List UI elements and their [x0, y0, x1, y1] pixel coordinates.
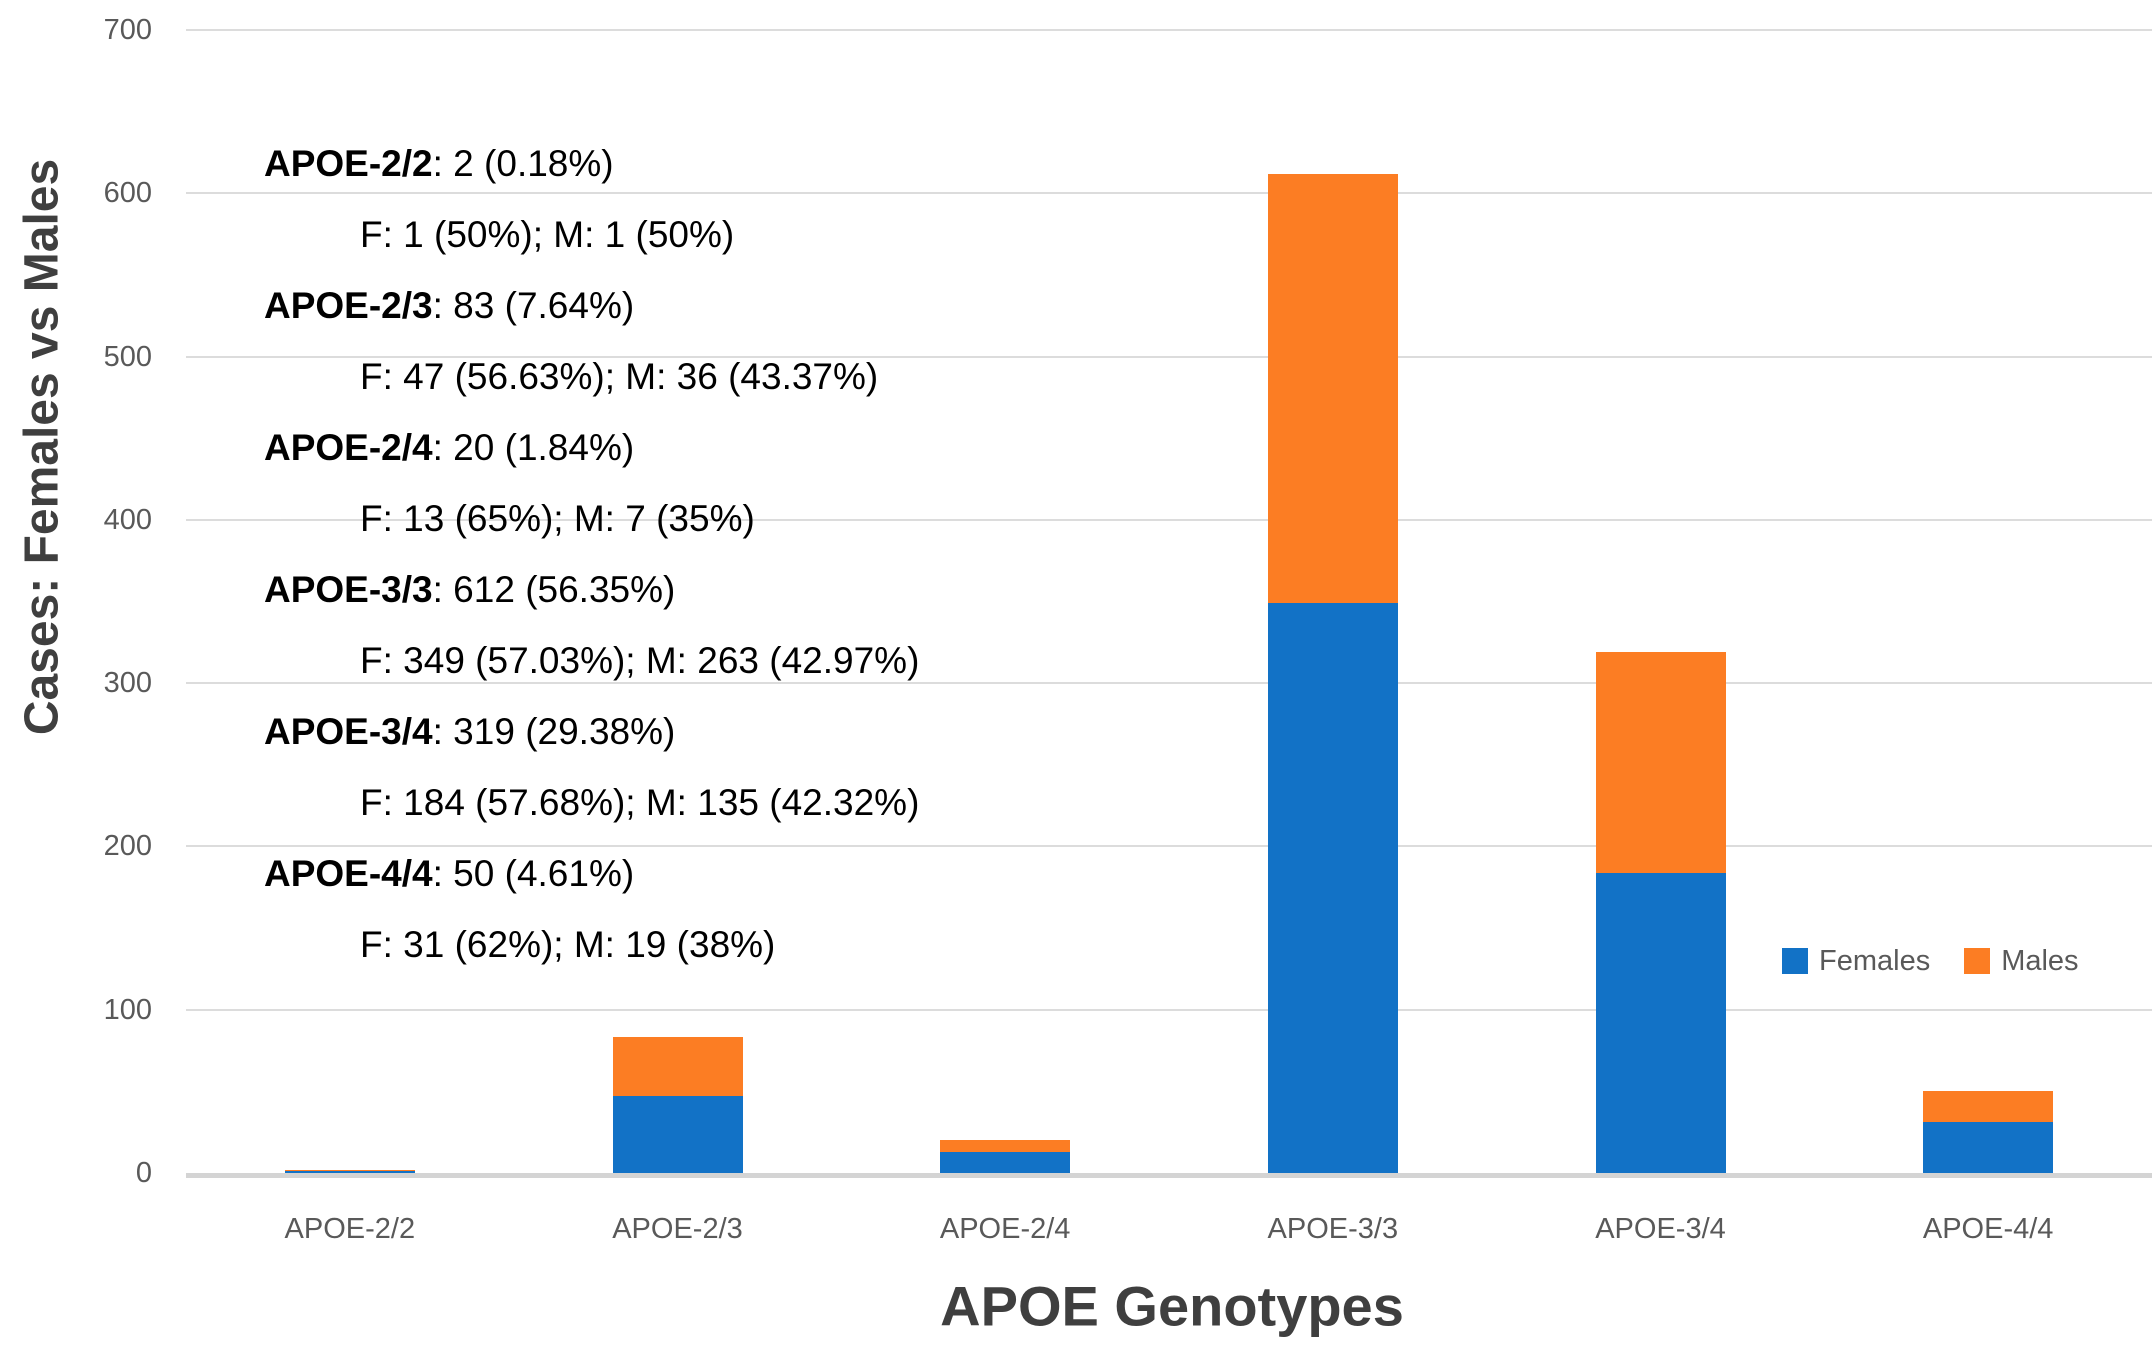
annotation-summary-line: APOE-4/4: 50 (4.61%) [264, 838, 919, 909]
annotation-summary-text: : 83 (7.64%) [432, 285, 635, 326]
y-tick-label-100: 100 [103, 993, 152, 1026]
x-tick-label-APOE-2/2: APOE-2/2 [284, 1213, 416, 1245]
annotation-genotype-label: APOE-2/2 [264, 143, 433, 184]
females-bar-segment-APOE-2/3 [612, 1096, 743, 1173]
y-tick-label-300: 300 [103, 667, 152, 700]
y-tick-label-400: 400 [103, 503, 152, 536]
legend-label-males: Males [2001, 945, 2079, 977]
y-tick-label-500: 500 [103, 340, 152, 373]
annotation-detail-line: F: 31 (62%); M: 19 (38%) [360, 924, 776, 965]
annotation-summary-line: APOE-3/4: 319 (29.38%) [264, 696, 919, 767]
annotation-summary-line: APOE-3/3: 612 (56.35%) [264, 554, 919, 625]
females-bar-segment-APOE-3/4 [1595, 872, 1726, 1173]
annotation-detail-line: F: 349 (57.03%); M: 263 (42.97%) [360, 640, 920, 681]
legend-label-females: Females [1819, 945, 1931, 977]
x-tick-label-APOE-2/4: APOE-2/4 [939, 1213, 1071, 1245]
legend-item-males: Males [1964, 944, 2079, 978]
annotation-genotype-label: APOE-2/4 [264, 427, 433, 468]
annotation-summary-line: APOE-2/3: 83 (7.64%) [264, 270, 919, 341]
x-tick-label-APOE-4/4: APOE-4/4 [1922, 1213, 2054, 1245]
annotation-detail-line: F: 184 (57.68%); M: 135 (42.32%) [360, 782, 920, 823]
females-bar-segment-APOE-2/2 [284, 1171, 415, 1173]
annotation-detail-line: F: 47 (56.63%); M: 36 (43.37%) [360, 356, 879, 397]
x-tick-label-APOE-3/4: APOE-3/4 [1595, 1213, 1726, 1245]
gridline-600 [186, 192, 2152, 195]
annotation-summary-text: : 50 (4.61%) [432, 853, 635, 894]
gridline-100 [186, 1008, 2152, 1011]
males-bar-segment-APOE-3/4 [1595, 652, 1726, 873]
females-bar-segment-APOE-4/4 [1923, 1122, 2054, 1173]
annotation-genotype-label: APOE-3/4 [264, 711, 433, 752]
annotation-block: APOE-2/2: 2 (0.18%) F: 1 (50%); M: 1 (50%… [264, 128, 919, 980]
annotation-summary-text: : 612 (56.35%) [432, 569, 676, 610]
annotation-genotype-label: APOE-3/3 [264, 569, 433, 610]
y-tick-label-200: 200 [103, 830, 152, 863]
annotation-summary-text: : 319 (29.38%) [432, 711, 676, 752]
gridline-500 [186, 355, 2152, 358]
females-bar-segment-APOE-2/4 [940, 1151, 1071, 1173]
y-tick-label-700: 700 [103, 14, 152, 46]
legend-swatch-females-icon [1782, 948, 1808, 974]
y-axis-title: Cases: Females vs Males [15, 158, 69, 736]
annotation-summary-text: : 2 (0.18%) [432, 143, 614, 184]
males-bar-segment-APOE-2/2 [284, 1169, 415, 1172]
annotation-summary-line: APOE-2/2: 2 (0.18%) [264, 128, 919, 199]
annotation-detail-line: F: 13 (65%); M: 7 (35%) [360, 498, 755, 539]
gridline-400 [186, 518, 2152, 521]
y-tick-label-600: 600 [103, 177, 152, 210]
annotation-detail-line: F: 1 (50%); M: 1 (50%) [360, 214, 735, 255]
males-bar-segment-APOE-4/4 [1923, 1091, 2054, 1123]
gridline-200 [186, 845, 2152, 848]
gridline-700 [186, 29, 2152, 31]
annotation-summary-line: APOE-2/4: 20 (1.84%) [264, 412, 919, 483]
males-bar-segment-APOE-2/4 [940, 1140, 1071, 1152]
x-axis-title: APOE Genotypes [940, 1274, 1404, 1338]
y-tick-label-0: 0 [135, 1157, 152, 1189]
females-bar-segment-APOE-3/3 [1267, 603, 1398, 1173]
legend: Females Males [1782, 944, 2079, 978]
annotation-genotype-label: APOE-2/3 [264, 285, 433, 326]
x-axis-line [186, 1173, 2152, 1178]
legend-item-females: Females [1782, 944, 1930, 978]
annotation-genotype-label: APOE-4/4 [264, 853, 433, 894]
x-tick-label-APOE-2/3: APOE-2/3 [612, 1213, 743, 1245]
annotation-summary-text: : 20 (1.84%) [432, 427, 635, 468]
gridline-300 [186, 682, 2152, 685]
males-bar-segment-APOE-2/3 [612, 1037, 743, 1097]
males-bar-segment-APOE-3/3 [1267, 173, 1398, 604]
x-tick-label-APOE-3/3: APOE-3/3 [1267, 1213, 1399, 1245]
legend-swatch-males-icon [1964, 948, 1991, 974]
